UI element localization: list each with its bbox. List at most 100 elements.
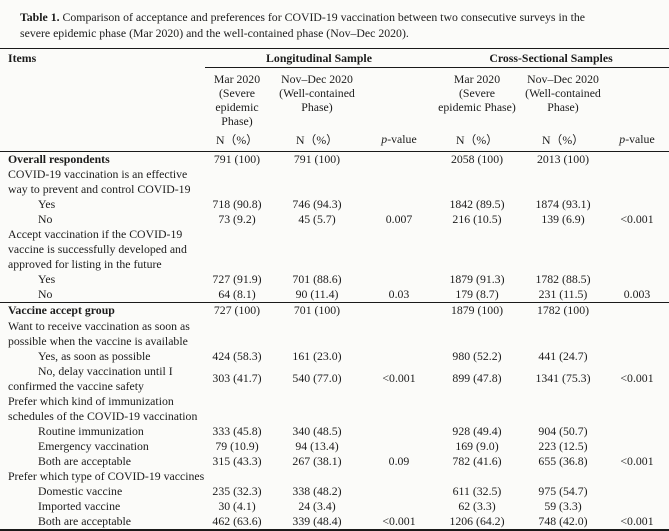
- table-row: Imported vaccine 30 (4.1) 24 (3.4) 62 (3.3)…: [0, 499, 669, 514]
- table-row: Yes 727 (91.9) 701 (88.6) 1879 (91.3) 1782 (…: [0, 272, 669, 287]
- data-cell: 315 (43.3): [212, 453, 262, 468]
- data-cell: 1782 (88.5): [535, 272, 591, 287]
- data-cell: 655 (36.8): [538, 453, 588, 468]
- p-value-rest: -value: [625, 132, 655, 146]
- col-header-novdec2020-longitudinal: Nov–Dec 2020 (Well-contained Phase): [279, 72, 355, 114]
- data-cell: [269, 227, 365, 272]
- empty-cell: [605, 68, 669, 131]
- data-cell: [205, 469, 269, 484]
- items-header: Items: [0, 48, 205, 68]
- longitudinal-sample-header: Longitudinal Sample: [205, 48, 433, 68]
- data-cell: 975 (54.7): [538, 484, 588, 499]
- data-cell: [365, 499, 433, 514]
- data-cell: [365, 319, 433, 349]
- row-label: Yes, as soon as possible: [38, 348, 151, 363]
- data-cell: 0.09: [388, 453, 410, 468]
- row-label: COVID-19 vaccination is an effective way…: [8, 167, 191, 197]
- table-header: Items Longitudinal Sample Cross-Sectiona…: [0, 48, 669, 152]
- table-row: Vaccine accept group 727 (100) 701 (100) 18…: [0, 303, 669, 319]
- data-cell: 169 (9.0): [455, 438, 499, 453]
- row-label: Want to receive vaccination as soon as p…: [8, 318, 190, 348]
- data-cell: [605, 152, 669, 168]
- data-cell: 339 (48.4): [269, 514, 365, 531]
- row-label: Domestic vaccine: [38, 484, 123, 499]
- header-row-measures: N（%） N（%） p-value N（%） N（%） p-value: [0, 130, 669, 152]
- p-value-p: p: [381, 132, 388, 146]
- data-cell: [365, 227, 433, 272]
- data-cell: 59 (3.3): [544, 499, 582, 514]
- data-cell: 791 (100): [213, 152, 261, 166]
- data-cell: [269, 469, 365, 484]
- data-cell: 338 (48.2): [292, 484, 342, 499]
- row-label: Yes: [38, 197, 56, 212]
- data-cell: 267 (38.1): [292, 453, 342, 468]
- data-cell: [521, 227, 605, 272]
- data-cell: 62 (3.3): [458, 499, 496, 514]
- table-row: No 64 (8.1) 90 (11.4) 0.03 179 (8.7) 231 (11.…: [0, 287, 669, 304]
- data-cell: [605, 484, 669, 499]
- data-cell: 30 (4.1): [218, 499, 256, 514]
- data-cell: [365, 303, 433, 319]
- data-cell: [205, 167, 269, 197]
- table-row: COVID-19 vaccination is an effective way…: [0, 167, 669, 197]
- data-cell: 441 (24.7): [538, 348, 588, 363]
- data-cell: [433, 167, 521, 197]
- empty-cell: [365, 68, 433, 131]
- data-cell: [605, 227, 669, 272]
- data-cell: [205, 227, 269, 272]
- data-cell: 340 (48.5): [292, 423, 342, 438]
- data-cell: 1206 (64.2): [433, 514, 521, 531]
- data-cell: 727 (100): [213, 303, 261, 318]
- row-label: Vaccine accept group: [8, 303, 115, 318]
- row-label: Prefer which type of COVID-19 vaccines: [8, 468, 205, 483]
- data-cell: 303 (41.7): [212, 371, 262, 386]
- data-cell: 216 (10.5): [452, 212, 502, 227]
- data-cell: [433, 319, 521, 349]
- data-cell: [205, 394, 269, 424]
- data-cell: 899 (47.8): [452, 371, 502, 386]
- data-cell: [365, 272, 433, 287]
- row-label: No: [0, 287, 205, 304]
- table-row: No 73 (9.2) 45 (5.7) 0.007 216 (10.5) 139 (6.…: [0, 212, 669, 227]
- data-cell: [269, 394, 365, 424]
- table-body: Overall respondents 791 (100) 791 (100) 205…: [0, 152, 669, 531]
- data-cell: 701 (100): [293, 303, 341, 318]
- col-header-mar2020-cross-sectional: Mar 2020 (Severe epidemic Phase): [438, 72, 516, 114]
- data-cell: 746 (94.3): [292, 197, 342, 212]
- data-cell: [365, 439, 433, 454]
- data-cell: [433, 227, 521, 272]
- data-cell: [365, 349, 433, 364]
- data-cell: [365, 424, 433, 439]
- data-cell: [605, 272, 669, 287]
- table-row: Yes 718 (90.8) 746 (94.3) 1842 (89.5) 1874 (…: [0, 197, 669, 212]
- row-label: Accept vaccination if the COVID-19 vacci…: [8, 227, 187, 272]
- data-cell: 611 (32.5): [452, 484, 502, 499]
- data-cell: 1879 (91.3): [449, 272, 505, 287]
- table-row: Overall respondents 791 (100) 791 (100) 205…: [0, 152, 669, 168]
- data-cell: 161 (23.0): [292, 348, 342, 363]
- table-row: Both are acceptable 462 (63.6) 339 (48.4) <…: [0, 514, 669, 531]
- p-value-rest: -value: [387, 132, 417, 146]
- data-cell: 2058 (100): [450, 152, 504, 166]
- table-row: Prefer which type of COVID-19 vaccines: [0, 469, 669, 484]
- row-label: No: [38, 212, 53, 227]
- data-cell: 424 (58.3): [212, 348, 262, 363]
- empty-cell: [0, 68, 205, 131]
- header-row-phases: Mar 2020 (Severe epidemic Phase) Nov–Dec…: [0, 68, 669, 131]
- n-pct-header: N（%）: [269, 130, 365, 152]
- data-cell: 94 (13.4): [295, 438, 339, 453]
- data-cell: 0.03: [365, 287, 433, 304]
- data-cell: 462 (63.6): [205, 514, 269, 531]
- header-row-spanners: Items Longitudinal Sample Cross-Sectiona…: [0, 48, 669, 68]
- data-cell: [605, 424, 669, 439]
- data-cell: [365, 484, 433, 499]
- row-label: Both are acceptable: [0, 514, 205, 531]
- col-header-novdec2020-cross-sectional: Nov–Dec 2020 (Well-contained Phase): [525, 72, 601, 114]
- data-cell: 2013 (100): [536, 152, 590, 166]
- data-cell: [365, 167, 433, 197]
- data-cell: [365, 394, 433, 424]
- table-row: Yes, as soon as possible 424 (58.3) 161 (2…: [0, 349, 669, 364]
- p-value-p: p: [619, 132, 626, 146]
- data-cell: 928 (49.4): [452, 423, 502, 438]
